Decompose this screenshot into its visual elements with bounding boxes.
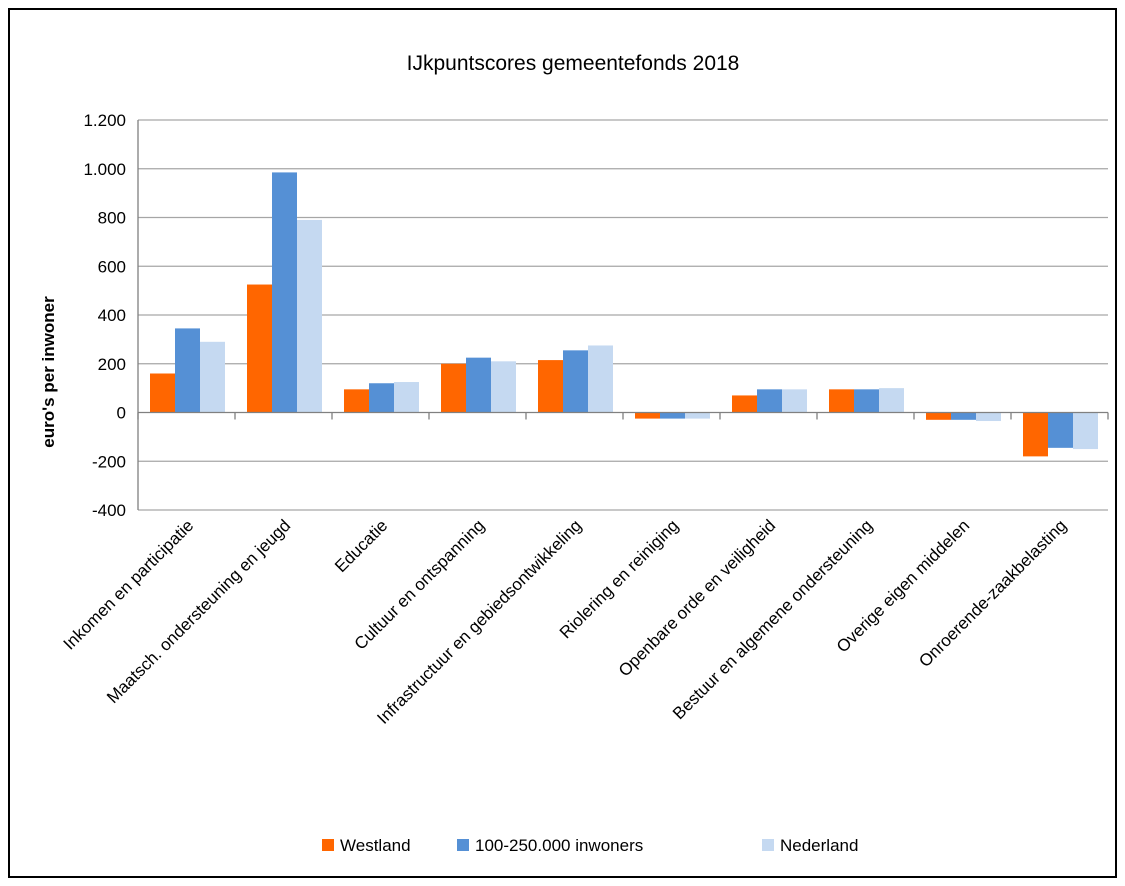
bar bbox=[951, 412, 976, 420]
bar bbox=[491, 361, 516, 413]
chart-svg: IJkpuntscores gemeentefonds 2018 1.2001.… bbox=[39, 52, 1109, 855]
bar bbox=[538, 360, 563, 413]
x-category-label: Openbare orde en veiligheid bbox=[615, 516, 779, 680]
bar bbox=[732, 395, 757, 413]
legend: Westland 100-250.000 inwoners Nederland bbox=[322, 836, 858, 855]
axis-layer bbox=[137, 120, 1109, 510]
bar bbox=[272, 172, 297, 413]
x-category-label: Infrastructuur en gebiedsontwikkeling bbox=[373, 516, 585, 728]
chart-title: IJkpuntscores gemeentefonds 2018 bbox=[407, 52, 740, 75]
y-tick-label: -400 bbox=[92, 501, 126, 520]
bar bbox=[660, 412, 685, 419]
legend-label: Westland bbox=[340, 836, 411, 855]
y-tick-label: -200 bbox=[92, 452, 126, 471]
bar bbox=[247, 284, 272, 413]
bar bbox=[782, 389, 807, 413]
bar bbox=[588, 345, 613, 413]
bar bbox=[1023, 412, 1048, 457]
legend-swatch bbox=[762, 839, 774, 851]
bar bbox=[200, 341, 225, 413]
bar bbox=[1073, 412, 1098, 450]
bar bbox=[369, 383, 394, 413]
bar bbox=[175, 328, 200, 413]
bar bbox=[635, 412, 660, 419]
bars-layer bbox=[150, 172, 1098, 457]
bar bbox=[394, 382, 419, 413]
x-category-label: Educatie bbox=[331, 516, 391, 576]
y-tick-label: 1.000 bbox=[83, 160, 126, 179]
y-tick-label: 200 bbox=[98, 355, 126, 374]
bar bbox=[150, 373, 175, 413]
y-tick-label: 0 bbox=[117, 404, 126, 423]
bar bbox=[344, 389, 369, 413]
y-tick-labels: 1.200 1.000 800 600 400 200 0 -200 -400 bbox=[83, 111, 126, 520]
bar bbox=[1048, 412, 1073, 448]
x-category-label: Maatsch. ondersteuning en jeugd bbox=[103, 516, 294, 707]
y-tick-label: 600 bbox=[98, 257, 126, 276]
y-tick-label: 800 bbox=[98, 209, 126, 228]
legend-label: 100-250.000 inwoners bbox=[475, 836, 643, 855]
bar bbox=[563, 350, 588, 413]
chart-frame: IJkpuntscores gemeentefonds 2018 1.200 1.… bbox=[8, 8, 1117, 878]
bar bbox=[926, 412, 951, 420]
bar bbox=[685, 412, 710, 419]
bar bbox=[976, 412, 1001, 422]
bar bbox=[879, 388, 904, 413]
bar bbox=[441, 363, 466, 413]
y-tick-label: 1.200 bbox=[83, 111, 126, 130]
x-category-label: Bestuur en algemene ondersteuning bbox=[669, 516, 876, 723]
legend-label: Nederland bbox=[780, 836, 858, 855]
bar bbox=[466, 357, 491, 413]
y-axis-title: euro's per inwoner bbox=[39, 296, 58, 448]
bar bbox=[757, 389, 782, 413]
legend-swatch bbox=[457, 839, 469, 851]
legend-swatch bbox=[322, 839, 334, 851]
bar bbox=[297, 219, 322, 413]
y-tick-label: 400 bbox=[98, 306, 126, 325]
bar bbox=[829, 389, 854, 413]
bar bbox=[854, 389, 879, 413]
